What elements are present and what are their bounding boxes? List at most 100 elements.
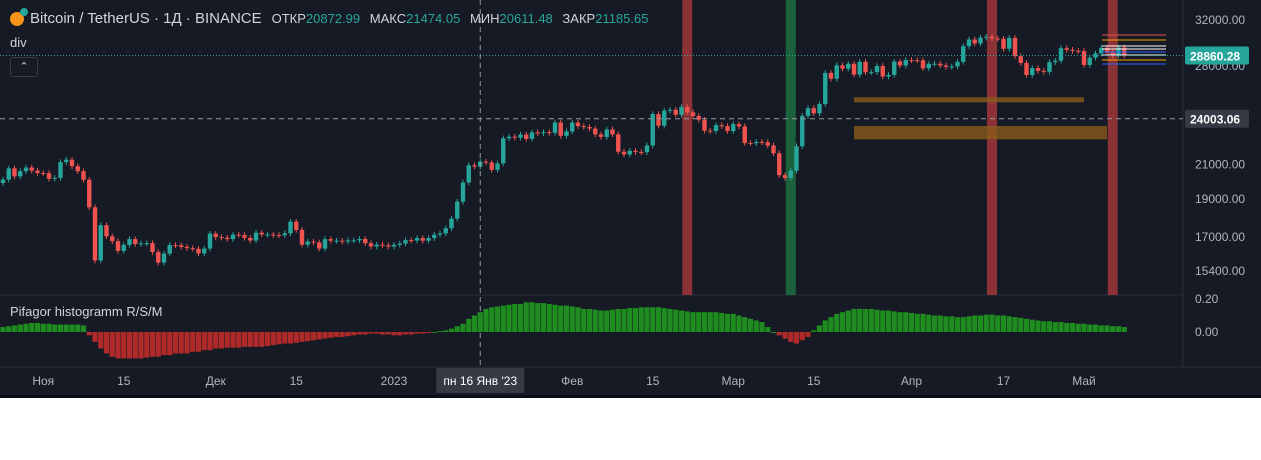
candle-body	[340, 240, 345, 242]
study-label[interactable]: div	[10, 35, 27, 50]
candle	[1030, 65, 1035, 78]
candle-body	[869, 72, 874, 74]
candle	[46, 170, 52, 182]
histogram-bar	[322, 332, 328, 339]
candle-body	[1035, 68, 1041, 71]
candle	[495, 160, 500, 173]
histogram-bar	[931, 315, 938, 332]
candle-body	[1053, 60, 1058, 63]
candle-body	[409, 240, 414, 242]
candle	[616, 131, 621, 155]
candle	[23, 164, 29, 174]
histogram-bar	[213, 332, 219, 349]
candle	[1070, 47, 1075, 54]
chart-widget[interactable]: 32000.00 28000.00 21000.00 19000.00 17000.00…	[0, 0, 1261, 398]
candle-body	[449, 218, 454, 229]
candle-body	[328, 239, 333, 241]
candle-body	[52, 177, 57, 179]
candle	[179, 242, 184, 250]
histogram-bar	[696, 312, 702, 332]
candle-body	[851, 63, 857, 75]
histogram-bar	[466, 318, 472, 332]
candle-body	[834, 65, 839, 79]
histogram-bar	[178, 332, 184, 354]
histogram-bar	[126, 332, 133, 359]
candle-body	[98, 225, 103, 261]
candle-body	[736, 124, 742, 127]
histogram-bar	[1064, 322, 1070, 332]
symbol-title[interactable]: Bitcoin / TetherUS · 1Д · BINANCE	[30, 10, 262, 27]
candle-body	[322, 239, 328, 249]
histogram-bar	[190, 332, 196, 352]
candle	[667, 107, 673, 114]
candle	[1087, 54, 1092, 68]
candle	[903, 57, 908, 69]
candle-body	[1087, 57, 1092, 65]
time-tick-label: 17	[997, 374, 1011, 388]
histogram-bar	[425, 332, 432, 333]
candle-body	[345, 240, 351, 242]
candle	[437, 230, 443, 238]
candle	[857, 59, 862, 78]
histogram-bar	[138, 332, 144, 359]
candle-body	[932, 63, 937, 65]
candle	[121, 242, 126, 254]
candle-body	[1110, 52, 1115, 56]
candle	[282, 230, 287, 239]
candle	[558, 119, 563, 139]
candle-body	[259, 232, 264, 235]
histogram-bar	[1046, 321, 1053, 332]
candle	[219, 234, 224, 241]
candle-body	[673, 109, 678, 115]
candle-body	[466, 165, 471, 183]
candle	[639, 149, 644, 155]
candle-body	[512, 136, 517, 138]
candle	[432, 231, 437, 241]
candle-body	[35, 170, 40, 173]
candle	[765, 139, 770, 149]
candle-body	[978, 37, 983, 44]
histogram-bar	[776, 332, 782, 336]
candle	[1053, 57, 1058, 65]
candle	[138, 240, 144, 247]
candle-body	[115, 241, 121, 251]
indicator-tick-label: 0.00	[1195, 325, 1219, 339]
candle	[748, 140, 753, 146]
candle	[771, 142, 776, 157]
badge-text: 24003.06	[1190, 113, 1240, 127]
histogram-bar	[678, 310, 685, 332]
time-tick-label: 15	[807, 374, 821, 388]
histogram-bar	[759, 322, 765, 332]
candle	[173, 242, 178, 249]
histogram-bar	[500, 305, 506, 332]
candle-body	[696, 116, 701, 120]
candle-body	[765, 142, 770, 146]
histogram-bar	[552, 304, 558, 332]
candle	[81, 168, 86, 183]
histogram-bar	[172, 332, 179, 354]
candle-body	[1012, 37, 1018, 57]
candle-body	[161, 253, 167, 263]
candle-body	[805, 108, 811, 116]
candle-body	[529, 132, 535, 139]
collapse-button[interactable]: ⌃	[10, 57, 38, 77]
histogram-bar	[477, 312, 483, 332]
histogram-bar	[880, 310, 886, 332]
candle-body	[863, 61, 868, 73]
histogram-bar	[736, 315, 742, 332]
chart-canvas[interactable]: 32000.0028000.0021000.0019000.0017000.00…	[0, 0, 1261, 398]
candle-body	[6, 168, 11, 180]
candle	[230, 231, 236, 242]
candle-body	[984, 36, 989, 38]
histogram-bar	[17, 324, 23, 332]
histogram-bar	[1104, 325, 1110, 332]
candle-body	[196, 248, 201, 254]
histogram-bar	[397, 332, 403, 336]
candle	[1041, 68, 1046, 75]
candle-body	[920, 60, 926, 69]
time-tick-label: Апр	[901, 374, 923, 388]
indicator-title[interactable]: Pifagor histogramm R/S/M	[10, 304, 163, 319]
candle-body	[938, 63, 943, 66]
histogram-bar	[592, 309, 598, 332]
candle-body	[317, 242, 322, 249]
